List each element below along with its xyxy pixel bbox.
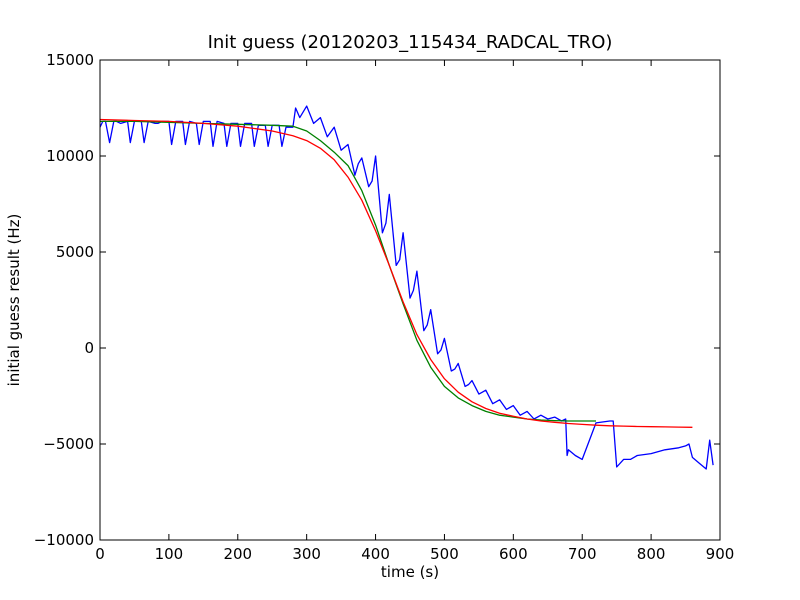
y-tick-label: 5000 [56,243,94,261]
x-tick-label: 500 [430,545,459,563]
x-tick-label: 400 [361,545,390,563]
y-tick-label: −5000 [43,435,94,453]
x-axis: 0 100 200 300 400 500 600 700 800 900 [95,60,734,563]
y-axis-label: initial guess result (Hz) [5,214,23,387]
x-tick-label: 700 [568,545,597,563]
plot-frame [99,59,721,541]
series-line-3 [99,118,693,428]
series-line-1 [99,105,714,470]
x-tick-label: 0 [95,545,105,563]
y-tick-label: 10000 [46,147,94,165]
x-axis-label: time (s) [381,563,439,581]
y-axis: −10000 −5000 0 5000 10000 15000 [34,51,720,549]
y-tick-label: 0 [84,339,94,357]
x-tick-label: 600 [499,545,528,563]
x-tick-label: 900 [706,545,735,563]
series-layer [99,105,714,470]
x-tick-label: 200 [223,545,252,563]
y-tick-label: −10000 [34,531,94,549]
x-tick-label: 100 [155,545,184,563]
chart-title: Init guess (20120203_115434_RADCAL_TRO) [208,32,613,53]
x-tick-label: 300 [292,545,321,563]
y-tick-label: 15000 [46,51,94,69]
x-tick-label: 800 [637,545,666,563]
plot-area [100,60,720,540]
